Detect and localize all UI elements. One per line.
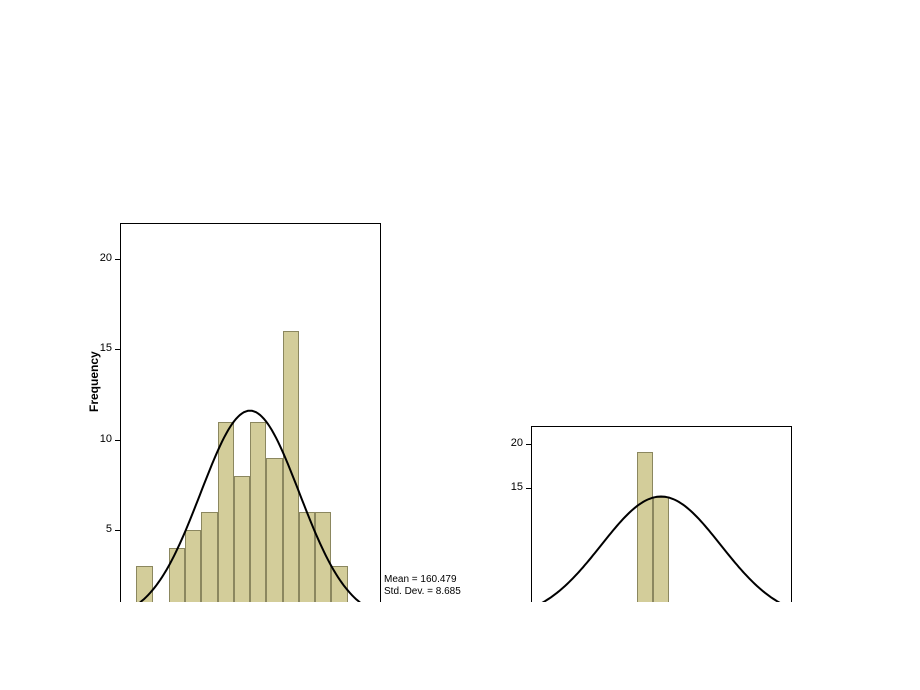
histogram-bar [250,422,266,621]
histogram-bar [283,331,299,620]
crop-mask [0,602,920,690]
y-tick [115,349,120,350]
histogram-bar [637,452,653,620]
y-tick-label: 5 [106,523,112,535]
histogram-bar [218,422,234,621]
histogram-bar [234,476,250,620]
plot-border-top [531,426,791,427]
plot-border-right [791,426,792,620]
page: { "canvas": { "width": 920, "height": 69… [0,0,920,690]
y-tick [115,259,120,260]
y-tick-label: 15 [511,481,523,493]
y-tick [115,440,120,441]
y-tick-label: 20 [100,252,112,264]
plot-border-right [380,223,381,620]
y-tick-label: 20 [511,437,523,449]
histogram-bar [266,458,282,620]
y-tick-label: 10 [100,433,112,445]
y-tick [115,530,120,531]
y-axis-line [120,223,121,620]
y-tick [526,444,531,445]
y-axis-line [531,426,532,620]
plot-border-top [120,223,380,224]
y-tick-label: 15 [100,342,112,354]
y-tick [526,488,531,489]
